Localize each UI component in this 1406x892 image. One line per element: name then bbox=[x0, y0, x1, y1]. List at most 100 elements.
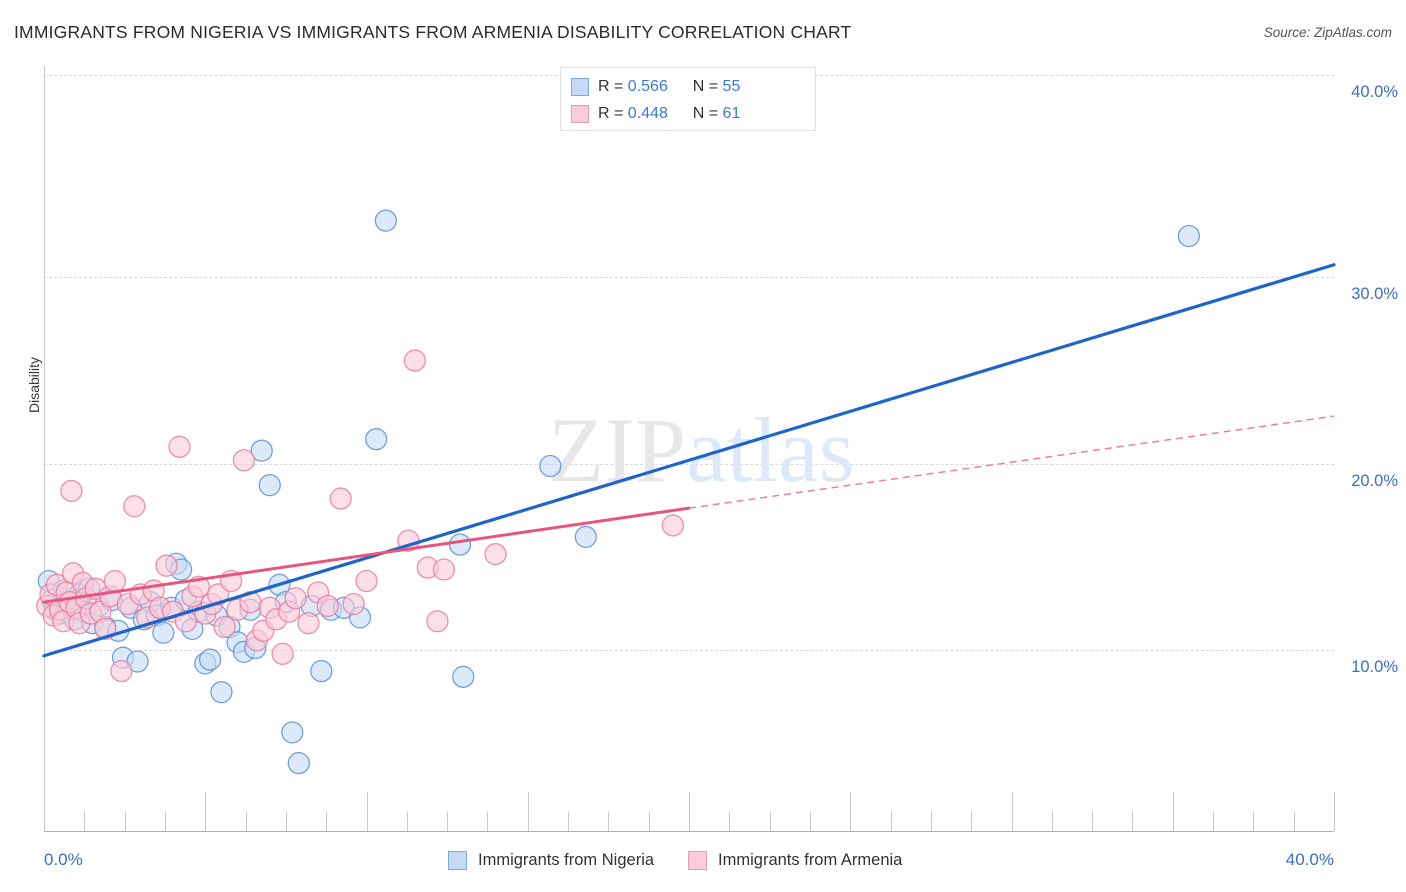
legend-label-1[interactable]: Immigrants from Armenia bbox=[718, 851, 903, 869]
data-point bbox=[287, 751, 310, 775]
legend-swatch-1 bbox=[688, 851, 708, 870]
data-point bbox=[329, 487, 352, 510]
data-point bbox=[452, 665, 475, 688]
x-axis-tick bbox=[608, 812, 609, 831]
x-axis-tick bbox=[487, 812, 488, 831]
data-point bbox=[426, 610, 449, 633]
gridline-200 bbox=[44, 464, 1334, 465]
x-axis-tick bbox=[447, 812, 448, 831]
data-point bbox=[232, 449, 256, 472]
x-axis-tick bbox=[1173, 792, 1174, 831]
trend-line-armenia-solid bbox=[42, 506, 691, 604]
data-point bbox=[258, 474, 281, 497]
data-point bbox=[448, 533, 472, 556]
data-point bbox=[432, 558, 456, 581]
data-point bbox=[210, 681, 233, 704]
data-point bbox=[403, 349, 427, 372]
x-axis-tick bbox=[528, 792, 529, 831]
series-immigrants-from-armenia bbox=[36, 349, 685, 683]
gridline-100 bbox=[44, 650, 1334, 651]
stats-row-nigeria: R = 0.566 N = 55 bbox=[571, 73, 805, 100]
series-legend: Immigrants from Nigeria Immigrants from A… bbox=[448, 851, 936, 870]
x-axis-tick bbox=[1012, 792, 1013, 831]
stats-n-label-nigeria: N = bbox=[692, 77, 719, 95]
trend-line-nigeria bbox=[42, 263, 1336, 658]
x-axis-tick bbox=[649, 812, 650, 831]
data-point bbox=[284, 587, 307, 610]
x-axis-tick bbox=[84, 812, 85, 831]
data-point bbox=[198, 648, 222, 671]
x-axis-tick bbox=[1052, 812, 1053, 831]
data-point bbox=[355, 569, 378, 593]
data-point bbox=[110, 659, 133, 683]
data-point bbox=[123, 495, 146, 518]
x-axis-tick bbox=[1253, 812, 1254, 831]
stats-row-armenia: R = 0.448 N = 61 bbox=[571, 100, 805, 127]
data-point bbox=[103, 569, 127, 593]
x-axis-tick bbox=[931, 812, 932, 831]
gridline-300 bbox=[44, 277, 1334, 278]
source-attribution: Source: ZipAtlas.com bbox=[1263, 25, 1392, 40]
x-axis-tick bbox=[1294, 812, 1295, 831]
stats-r-label-armenia: R = bbox=[598, 104, 624, 122]
data-point bbox=[310, 659, 333, 683]
x-axis-tick bbox=[1132, 812, 1133, 831]
x-axis-max-label: 40.0% bbox=[1285, 850, 1334, 869]
legend-label-0[interactable]: Immigrants from Nigeria bbox=[478, 851, 655, 869]
x-axis-tick bbox=[1092, 812, 1093, 831]
y-axis-line bbox=[44, 66, 45, 831]
data-point bbox=[152, 621, 175, 644]
data-point bbox=[342, 592, 365, 616]
legend-swatch-0 bbox=[448, 851, 467, 870]
stats-swatch-armenia bbox=[571, 104, 589, 123]
stats-n-label-armenia: N = bbox=[692, 104, 719, 122]
data-point bbox=[661, 514, 685, 537]
x-axis-tick bbox=[689, 792, 690, 831]
x-axis-tick bbox=[125, 812, 126, 831]
x-axis-tick bbox=[810, 812, 811, 831]
data-point bbox=[168, 435, 191, 458]
x-axis-tick bbox=[1334, 792, 1335, 831]
stats-n-value-armenia: 61 bbox=[722, 104, 741, 122]
x-axis-tick bbox=[891, 812, 892, 831]
x-axis-tick bbox=[205, 792, 206, 831]
x-axis-tick bbox=[1213, 812, 1214, 831]
x-axis-tick bbox=[407, 812, 408, 831]
series-immigrants-from-nigeria bbox=[37, 209, 1201, 775]
data-point bbox=[574, 525, 597, 549]
stats-n-value-nigeria: 55 bbox=[722, 77, 741, 95]
data-point bbox=[60, 479, 83, 503]
data-point bbox=[316, 594, 339, 618]
stats-swatch-nigeria bbox=[571, 77, 589, 96]
x-axis-tick bbox=[165, 812, 166, 831]
y-tick-label-1: 30.0% bbox=[1351, 285, 1398, 303]
stats-r-value-nigeria: 0.566 bbox=[627, 77, 668, 95]
data-point bbox=[374, 209, 398, 232]
data-point bbox=[1177, 224, 1201, 248]
data-point bbox=[365, 428, 388, 451]
data-point bbox=[250, 439, 273, 462]
x-axis-tick bbox=[568, 812, 569, 831]
data-point bbox=[213, 615, 236, 639]
x-axis-tick bbox=[367, 792, 368, 831]
x-axis-tick bbox=[326, 812, 327, 831]
x-axis-tick bbox=[971, 812, 972, 831]
x-axis-tick bbox=[286, 812, 287, 831]
x-axis-tick bbox=[729, 812, 730, 831]
x-axis-tick bbox=[770, 812, 771, 831]
data-point bbox=[297, 612, 320, 635]
data-point bbox=[281, 721, 304, 744]
y-tick-label-0: 40.0% bbox=[1351, 83, 1398, 101]
x-axis-tick bbox=[850, 792, 851, 831]
correlation-stats-legend: R = 0.566 N = 55 R = 0.448 N = 61 bbox=[560, 67, 816, 131]
page-title: IMMIGRANTS FROM NIGERIA VS IMMIGRANTS FR… bbox=[14, 22, 852, 42]
y-tick-label-2: 20.0% bbox=[1351, 472, 1398, 490]
x-axis-line bbox=[44, 831, 1334, 832]
data-point bbox=[539, 454, 562, 478]
y-tick-label-3: 10.0% bbox=[1351, 658, 1398, 676]
trend-line-armenia-dashed bbox=[688, 415, 1335, 509]
data-point bbox=[484, 543, 507, 566]
x-axis-tick bbox=[246, 812, 247, 831]
